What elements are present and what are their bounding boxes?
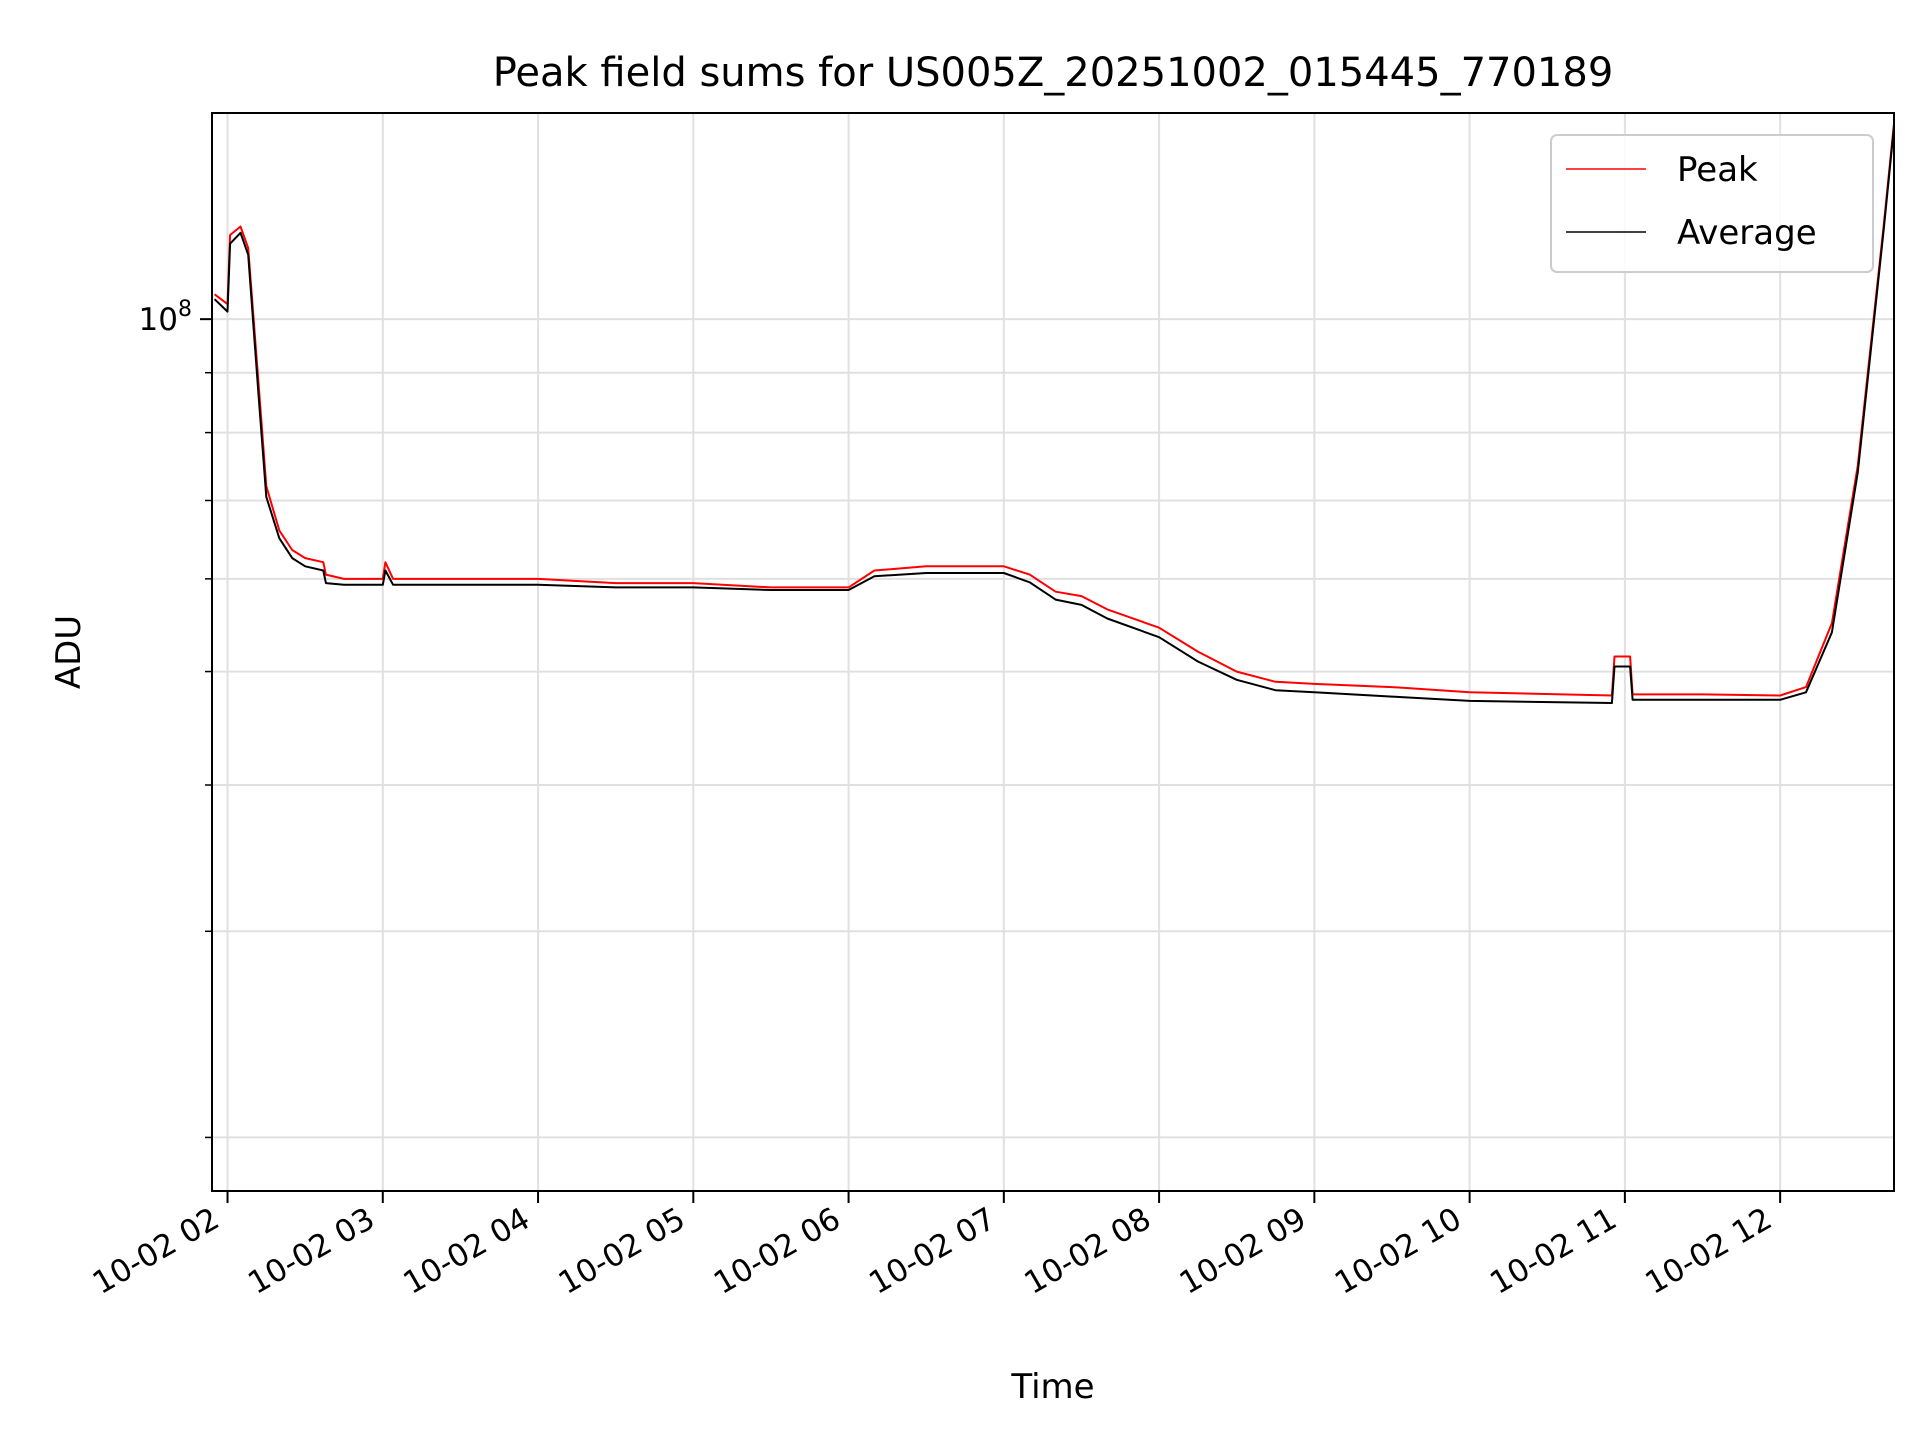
grid	[212, 113, 1894, 1191]
plot-frame	[211, 112, 1895, 1192]
y-axis-label: ADU	[49, 615, 89, 689]
y-tick-label: 108	[139, 297, 192, 338]
y-axis: 108	[139, 297, 212, 1139]
legend-label-peak: Peak	[1677, 150, 1758, 190]
series-line-average	[213, 126, 1895, 704]
legend-label-average: Average	[1677, 213, 1817, 253]
chart-title: Peak field sums for US005Z_20251002_0154…	[493, 50, 1614, 96]
x-axis-label: Time	[1010, 1367, 1094, 1407]
series-group	[213, 123, 1895, 704]
legend: Peak Average	[1550, 134, 1874, 273]
